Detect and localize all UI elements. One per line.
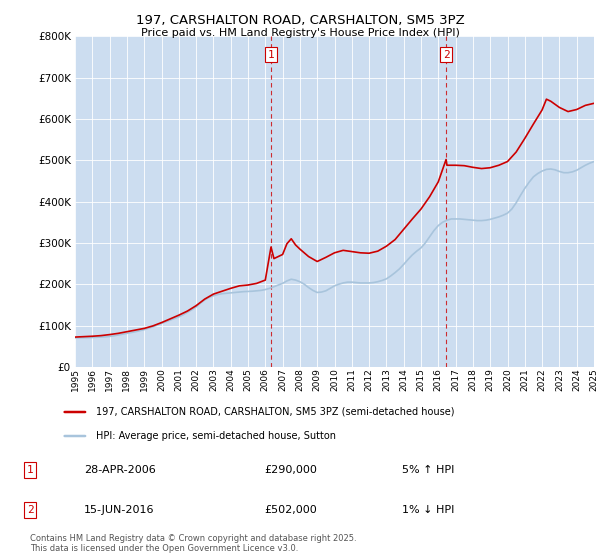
Text: 28-APR-2006: 28-APR-2006: [84, 465, 156, 475]
Text: £290,000: £290,000: [264, 465, 317, 475]
Text: Price paid vs. HM Land Registry's House Price Index (HPI): Price paid vs. HM Land Registry's House …: [140, 28, 460, 38]
Text: 2: 2: [443, 50, 449, 59]
Text: HPI: Average price, semi-detached house, Sutton: HPI: Average price, semi-detached house,…: [96, 431, 336, 441]
Text: 197, CARSHALTON ROAD, CARSHALTON, SM5 3PZ (semi-detached house): 197, CARSHALTON ROAD, CARSHALTON, SM5 3P…: [96, 407, 454, 417]
Text: 15-JUN-2016: 15-JUN-2016: [84, 505, 155, 515]
Text: £502,000: £502,000: [264, 505, 317, 515]
Text: 2: 2: [26, 505, 34, 515]
Text: 5% ↑ HPI: 5% ↑ HPI: [402, 465, 454, 475]
Text: 1% ↓ HPI: 1% ↓ HPI: [402, 505, 454, 515]
Text: 1: 1: [268, 50, 274, 59]
Text: 197, CARSHALTON ROAD, CARSHALTON, SM5 3PZ: 197, CARSHALTON ROAD, CARSHALTON, SM5 3P…: [136, 14, 464, 27]
Text: Contains HM Land Registry data © Crown copyright and database right 2025.
This d: Contains HM Land Registry data © Crown c…: [30, 534, 356, 553]
Text: 1: 1: [26, 465, 34, 475]
